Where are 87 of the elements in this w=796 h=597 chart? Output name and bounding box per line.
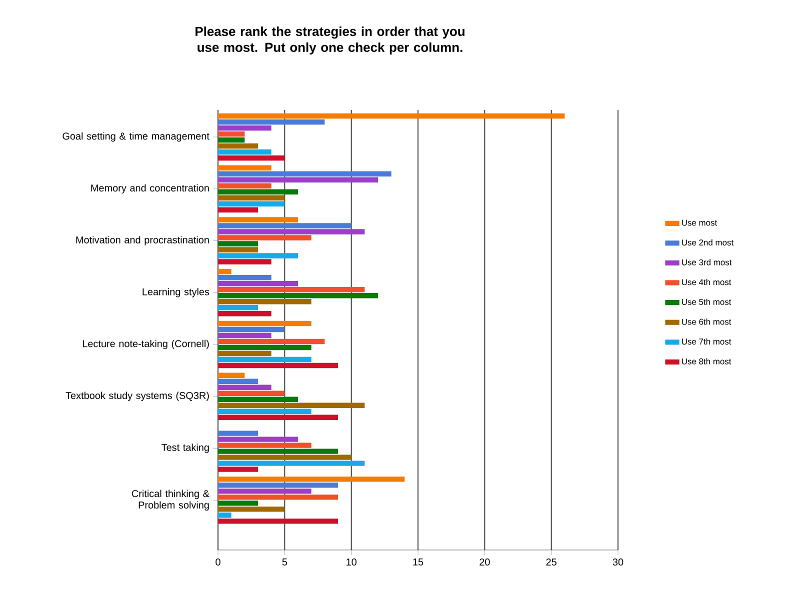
bar (218, 494, 338, 500)
bar (218, 476, 405, 482)
x-tick-label: 5 (282, 558, 288, 566)
legend-label: Use 5th most (682, 298, 732, 305)
bar (218, 287, 365, 292)
bar (218, 143, 258, 149)
bar (218, 356, 312, 362)
x-tick-label: 0 (216, 558, 220, 566)
bar (218, 305, 258, 310)
x-tick-label: 30 (612, 558, 624, 566)
bar (218, 201, 285, 206)
bar (218, 281, 298, 286)
bar (218, 390, 285, 396)
legend-label: Use 3rd most (682, 259, 732, 266)
bar (218, 326, 285, 332)
legend-label: Use 4th most (682, 278, 732, 286)
bar (218, 299, 312, 304)
y-tick-label: Motivation and procrastination (76, 236, 209, 246)
bar (218, 171, 392, 176)
bar (218, 259, 272, 264)
bar (218, 125, 272, 131)
y-tick-label: Memory and concentration (91, 184, 209, 194)
x-tick-label: 25 (546, 558, 556, 566)
legend-label: Use most (682, 220, 718, 226)
legend-label: Use 7th most (682, 338, 732, 345)
y-tick-label: Lecture note-taking (Cornell) (82, 340, 209, 350)
bar (218, 414, 338, 420)
bar (218, 320, 312, 326)
chart-title: Please rank the strategies in order that you use most. Put only one check per column. (196, 26, 464, 55)
bar (218, 448, 338, 454)
bar (218, 454, 352, 460)
bar (218, 155, 285, 161)
legend-label: Use 6th most (682, 318, 732, 325)
x-tick-label: 10 (346, 558, 356, 566)
x-tick-label: 20 (480, 558, 490, 566)
bar (218, 311, 272, 316)
bar (218, 253, 298, 258)
bar (218, 183, 272, 188)
bar (218, 466, 258, 472)
y-tick-label: Test taking (162, 444, 209, 453)
bar (218, 512, 232, 518)
y-tick-label: Critical thinking & Problem solving (132, 490, 210, 511)
y-tick-label: Goal setting & time management (62, 132, 210, 142)
bar (218, 396, 298, 402)
bar (218, 384, 272, 390)
bar (218, 338, 325, 344)
x-tick-label: 15 (413, 558, 424, 566)
bar (218, 269, 232, 274)
bar (218, 293, 378, 298)
bar (218, 332, 272, 338)
bar (218, 229, 365, 234)
y-tick-label: Learning styles (142, 288, 210, 298)
bar (218, 402, 365, 408)
bar (218, 506, 285, 512)
bar (218, 436, 298, 442)
bar (218, 408, 312, 414)
bar (218, 344, 312, 350)
bar (218, 131, 245, 137)
bar (218, 362, 338, 368)
bar (218, 430, 258, 436)
bar (218, 500, 258, 506)
bar (218, 442, 312, 448)
bar (218, 482, 338, 488)
bar (218, 195, 285, 200)
bar (218, 372, 245, 378)
bar (218, 247, 258, 252)
bar (218, 137, 245, 143)
bar (218, 217, 298, 222)
bar (218, 241, 258, 246)
bar (218, 177, 378, 182)
bar (218, 460, 365, 466)
bar (218, 207, 258, 212)
legend-label: Use 2nd most (682, 239, 734, 246)
bar (218, 350, 272, 356)
y-tick-label: Textbook study systems (SQ3R) (66, 392, 209, 402)
bar (218, 149, 272, 155)
bar (218, 488, 312, 494)
bar (218, 189, 298, 194)
bar (218, 378, 258, 384)
bar (218, 235, 312, 240)
bar (218, 223, 352, 228)
bar (218, 165, 272, 170)
bar (218, 113, 565, 119)
legend-label: Use 8th most (682, 358, 732, 364)
bar (218, 275, 272, 280)
bar (218, 518, 338, 524)
bar (218, 119, 325, 125)
